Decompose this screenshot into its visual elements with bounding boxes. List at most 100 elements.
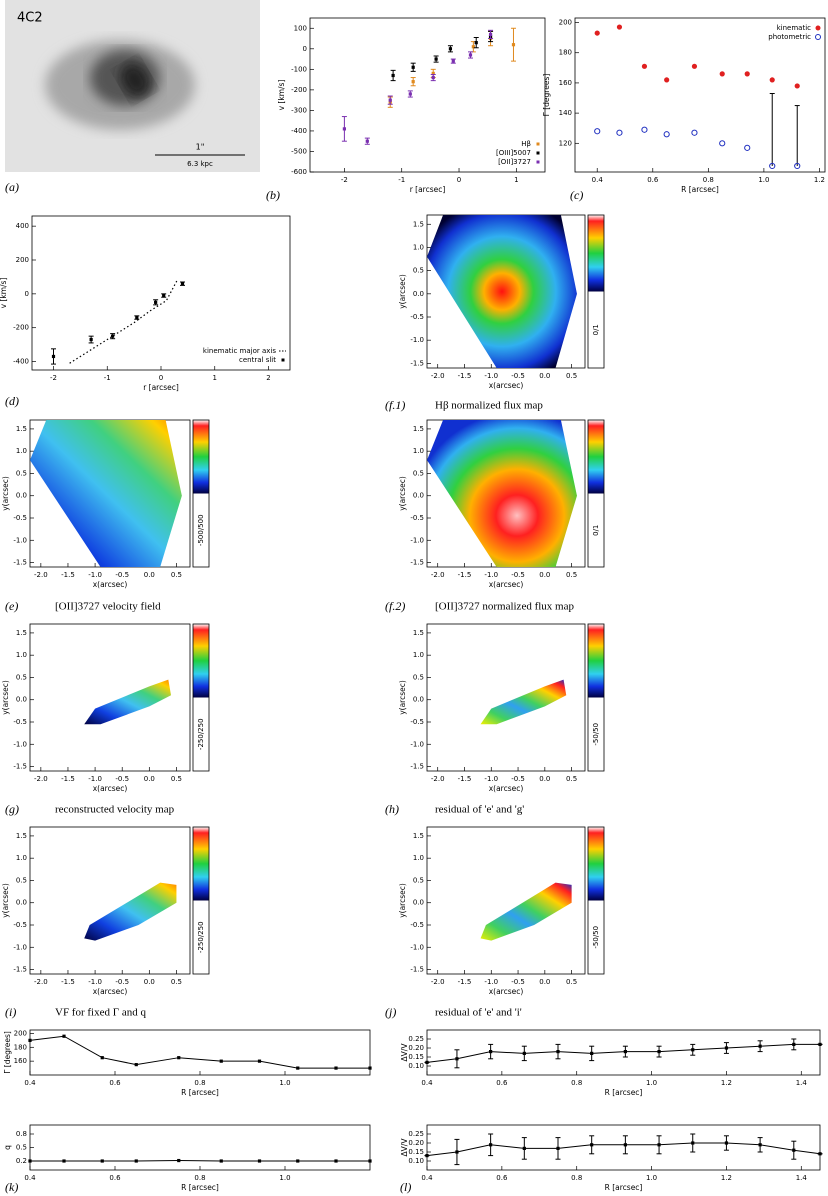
- y-tick-label: -1.0: [13, 740, 27, 748]
- panel-label: (e): [5, 599, 18, 613]
- colorbar-frame: [587, 826, 605, 975]
- point: [719, 71, 725, 77]
- x-axis-label: x(arcsec): [489, 580, 524, 589]
- x-tick-label: -2.0: [431, 372, 445, 380]
- y-tick-label: 400: [16, 222, 29, 230]
- point: [51, 354, 56, 359]
- y-axis-label: y(arcsec): [398, 883, 407, 918]
- x-axis-label: x(arcsec): [93, 987, 128, 996]
- point: [818, 1042, 822, 1046]
- y-tick-label: 0.0: [16, 696, 27, 704]
- point: [365, 139, 369, 143]
- panel-label: (l): [400, 1180, 411, 1194]
- point: [342, 127, 346, 131]
- point: [657, 1050, 661, 1054]
- dotted-line: [69, 280, 178, 364]
- point: [616, 24, 623, 30]
- point: [556, 1050, 560, 1054]
- colorbar-frame: [587, 214, 605, 369]
- point: [431, 75, 435, 80]
- y-tick-label: -400: [291, 127, 307, 135]
- point: [522, 1146, 526, 1150]
- x-tick-label: -2.0: [34, 571, 48, 579]
- y-tick-label: 1.5: [16, 629, 27, 637]
- y-tick-label: -1.0: [410, 336, 424, 344]
- point: [368, 1066, 372, 1070]
- legend-marker: [536, 151, 540, 155]
- point: [455, 1057, 459, 1061]
- x-tick-label: -0.5: [115, 775, 129, 783]
- legend-label: [OIII]5007: [496, 149, 531, 157]
- point: [368, 1159, 372, 1163]
- y-tick-label: -1.5: [410, 359, 424, 367]
- point: [719, 140, 726, 147]
- colorbar-label: -500/500: [197, 514, 205, 546]
- point: [724, 1141, 729, 1145]
- x-tick-label: 1.0: [279, 1174, 290, 1182]
- y-tick-label: -0.5: [410, 514, 424, 522]
- point: [468, 53, 473, 57]
- y-tick-label: -600: [291, 168, 307, 176]
- y-tick-label: -1.0: [13, 943, 27, 951]
- colorbar-frame: [192, 826, 210, 975]
- y-tick-label: 0.0: [413, 696, 424, 704]
- y-tick-label: 0.20: [408, 1044, 424, 1052]
- legend-marker: [815, 25, 821, 31]
- x-tick-label: 0.6: [109, 1079, 121, 1087]
- x-tick-label: -1.5: [61, 571, 75, 579]
- point: [408, 92, 412, 96]
- x-axis-label: x(arcsec): [93, 784, 128, 793]
- point: [425, 1060, 429, 1064]
- x-tick-label: 0: [159, 374, 163, 382]
- point: [455, 1150, 459, 1154]
- map-field: [480, 882, 572, 941]
- y-tick-label: 1.5: [413, 832, 424, 840]
- x-tick-label: 0.5: [171, 978, 182, 986]
- x-tick-label: -1.0: [484, 372, 498, 380]
- y-tick-label: 0.15: [408, 1053, 424, 1061]
- map-field: [84, 882, 177, 941]
- plot-frame: [29, 826, 191, 975]
- plot-frame: [574, 17, 826, 173]
- colorbar-frame: [587, 419, 605, 568]
- y-axis-label: y(arcsec): [1, 883, 10, 918]
- x-axis-label: R [arcsec]: [681, 185, 719, 194]
- panel-caption: residual of 'e' and 'g': [435, 804, 524, 816]
- x-tick-label: -1.5: [61, 978, 75, 986]
- x-tick-label: 1.4: [796, 1079, 808, 1087]
- y-tick-label: 0.5: [413, 267, 424, 275]
- legend-label: Hβ: [521, 140, 531, 148]
- point: [657, 1143, 661, 1147]
- colorbar: [193, 624, 209, 698]
- y-tick-label: -100: [291, 65, 307, 73]
- colorbar-label: -50/50: [592, 926, 600, 949]
- point: [489, 1050, 493, 1054]
- y-tick-label: 1.5: [413, 629, 424, 637]
- point: [489, 1143, 493, 1147]
- legend-marker: [815, 34, 821, 40]
- point: [177, 1158, 181, 1163]
- y-tick-label: 100: [294, 24, 307, 32]
- y-tick-label: 0.5: [413, 673, 424, 681]
- y-tick-label: 0.0: [413, 290, 424, 298]
- y-tick-label: 0.15: [408, 1148, 424, 1156]
- y-tick-label: 200: [559, 19, 572, 27]
- x-tick-label: -1: [398, 176, 405, 184]
- y-axis-label: q: [3, 1145, 12, 1150]
- x-tick-label: 0.0: [144, 775, 155, 783]
- panel-label: (f.2): [385, 599, 405, 613]
- y-axis-label: y(arcsec): [398, 274, 407, 309]
- x-tick-label: 0.6: [496, 1174, 508, 1182]
- point: [691, 1048, 695, 1052]
- y-axis-label: v [km/s]: [0, 278, 8, 309]
- point: [616, 129, 623, 136]
- x-tick-label: -1.5: [61, 775, 75, 783]
- x-tick-label: -0.5: [511, 978, 525, 986]
- point: [62, 1034, 66, 1038]
- x-tick-label: -2.0: [34, 775, 48, 783]
- x-tick-label: -0.5: [511, 775, 525, 783]
- y-tick-label: 0.5: [16, 673, 27, 681]
- y-axis-label: ΔV/V: [400, 1138, 409, 1157]
- panel-label: (a): [5, 180, 19, 194]
- y-tick-label: 0.0: [16, 899, 27, 907]
